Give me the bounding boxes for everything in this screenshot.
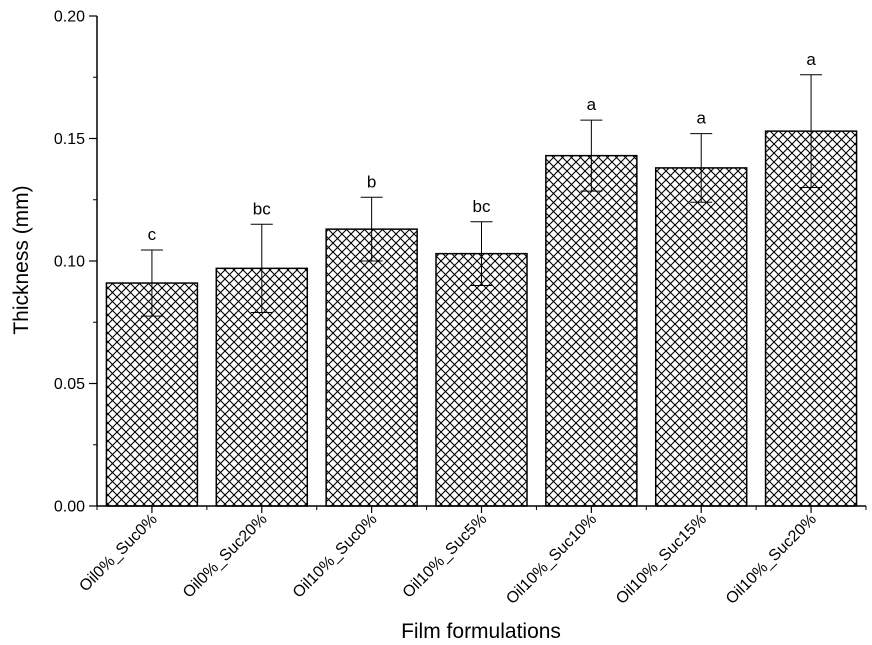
y-tick-label: 0.15 (54, 131, 85, 148)
x-axis-title: Film formulations (401, 620, 561, 643)
y-tick-label: 0.20 (54, 9, 85, 26)
bar (435, 252, 528, 507)
significance-label: a (806, 50, 816, 69)
significance-label: bc (473, 197, 491, 216)
bar (545, 154, 638, 507)
significance-label: bc (253, 199, 271, 218)
x-tick-label: Oil10%_Suc10% (503, 511, 600, 608)
y-tick-label: 0.05 (54, 376, 85, 393)
significance-label: b (367, 172, 376, 191)
bars-layer (105, 74, 858, 507)
significance-label: a (696, 109, 706, 128)
y-tick-label: 0.10 (54, 254, 85, 271)
axes-layer (89, 15, 867, 513)
significance-label: c (148, 225, 157, 244)
x-tick-label: Oil10%_Suc5% (400, 511, 491, 602)
x-tick-label: Oil0%_Suc20% (180, 511, 271, 602)
y-axis-title: Thickness (mm) (10, 185, 33, 334)
bar (325, 228, 418, 507)
x-tick-label: Oil10%_Suc15% (613, 511, 710, 608)
y-tick-label: 0.00 (54, 499, 85, 516)
x-tick-label: Oil10%_Suc20% (723, 511, 820, 608)
bar (105, 282, 199, 507)
bar (654, 167, 748, 507)
x-tick-label: Oil0%_Suc0% (76, 511, 160, 595)
x-tick-label: Oil10%_Suc0% (290, 511, 381, 602)
significance-label: a (587, 95, 597, 114)
